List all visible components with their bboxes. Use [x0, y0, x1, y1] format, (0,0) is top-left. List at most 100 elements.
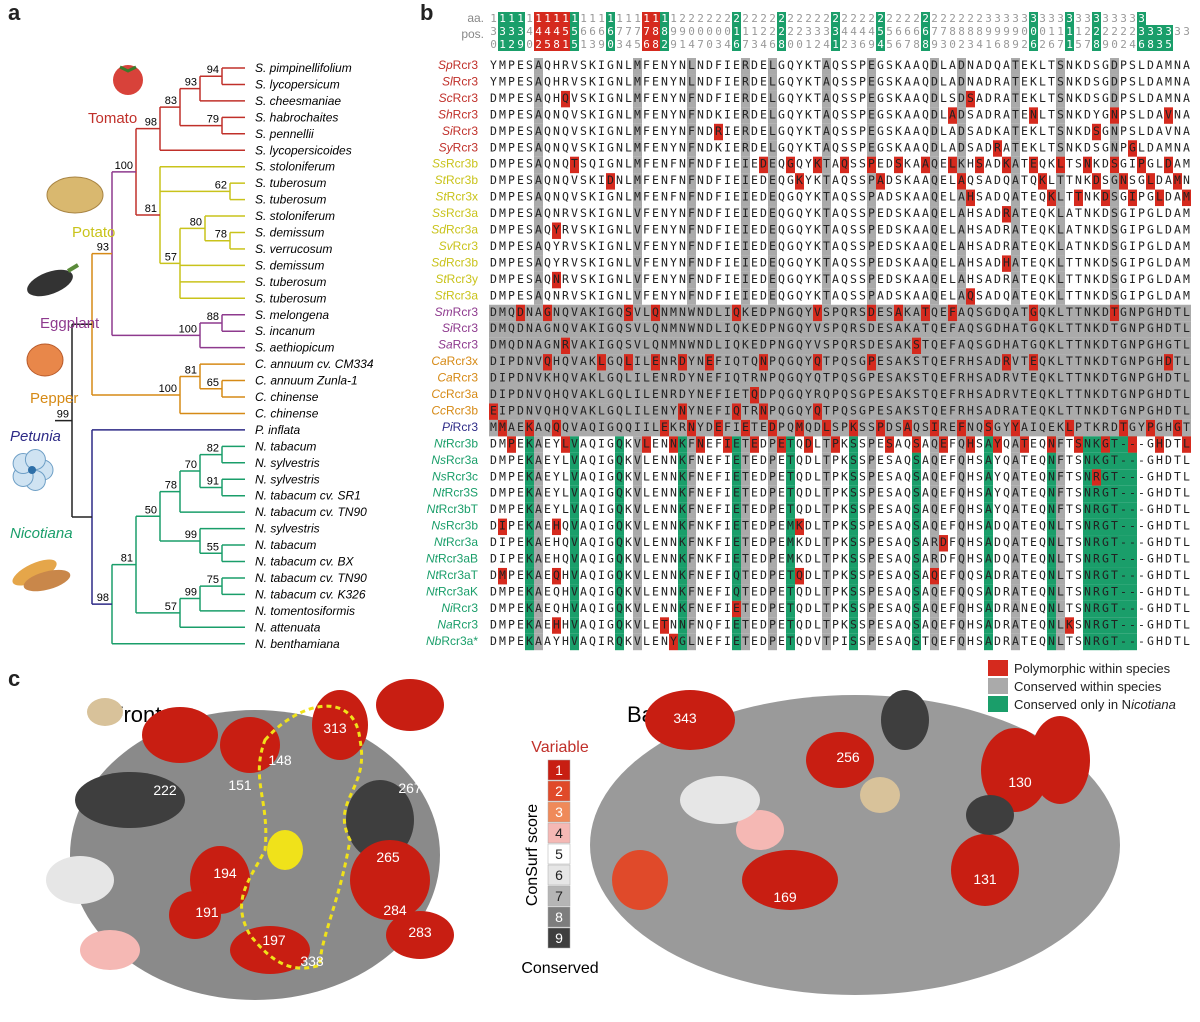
residue: F: [949, 453, 956, 467]
residue: D: [490, 601, 497, 615]
conserved-shading: [1011, 173, 1020, 190]
conserved-shading: [633, 502, 642, 519]
residue: K: [589, 206, 596, 220]
sequence-name: SpRcr3: [438, 58, 478, 72]
position-digit: 2: [688, 12, 695, 25]
residue: P: [868, 288, 875, 302]
residue: L: [643, 519, 650, 533]
residue: N: [1084, 338, 1091, 352]
residue: P: [508, 486, 515, 500]
residue: T: [1174, 453, 1181, 467]
position-digit: 3: [715, 38, 722, 51]
position-digit: 0: [526, 38, 533, 51]
residue: D: [1165, 190, 1172, 204]
polymorphic-shading: [759, 354, 768, 371]
residue: M: [499, 420, 506, 434]
conserved-shading: [741, 567, 750, 585]
residue: L: [1057, 321, 1064, 335]
residue: L: [940, 91, 947, 105]
residue: T: [1012, 74, 1019, 88]
residue: N: [670, 535, 677, 549]
residue: S: [1075, 519, 1082, 533]
position-digit: 2: [922, 12, 929, 25]
nicotiana-shading: [1119, 436, 1128, 453]
position-digit: 6: [1030, 38, 1037, 51]
residue: S: [859, 552, 866, 566]
residue: E: [877, 469, 884, 483]
residue: Q: [832, 124, 839, 138]
residue: N: [616, 107, 623, 121]
polymorphic-shading: [930, 567, 939, 585]
tobacco-leaf: [23, 569, 71, 592]
residue: A: [913, 124, 920, 138]
residue: E: [940, 190, 947, 204]
residue: D: [1102, 206, 1109, 220]
polymorphic-shading: [1065, 419, 1074, 437]
residue: K: [589, 190, 596, 204]
residue: S: [526, 91, 533, 105]
residue: G: [1147, 190, 1154, 204]
position-digit: 3: [1156, 38, 1163, 51]
conserved-shading: [741, 156, 750, 174]
residue: S: [1093, 58, 1100, 72]
residue: G: [679, 634, 686, 648]
residue: D: [1165, 387, 1172, 401]
conserved-shading: [633, 436, 642, 453]
nicotiana-shading: [570, 567, 579, 585]
surface-patch: [736, 810, 784, 850]
position-highlight: [921, 38, 930, 51]
residue: Q: [841, 321, 848, 335]
residue: Y: [805, 223, 812, 237]
nicotiana-shading: [1047, 535, 1056, 552]
residue: H: [1156, 552, 1163, 566]
surface-patch: [966, 795, 1014, 835]
tree-taxon-label: C. annuum cv. CM334: [255, 357, 374, 371]
residue: Q: [1039, 584, 1046, 598]
residue: A: [1012, 255, 1019, 269]
nicotiana-shading: [1047, 567, 1056, 585]
conserved-shading: [822, 74, 831, 91]
residue: D: [607, 173, 614, 187]
residue: A: [922, 223, 929, 237]
residue: F: [643, 173, 650, 187]
residue: S: [1129, 91, 1136, 105]
residue: G: [1120, 157, 1127, 171]
residue: A: [922, 206, 929, 220]
residue: H: [562, 568, 569, 582]
nicotiana-shading: [1119, 600, 1128, 618]
residue: N: [616, 223, 623, 237]
residue: S: [859, 321, 866, 335]
residue: V: [634, 519, 641, 533]
residue: G: [607, 124, 614, 138]
sequence-name: NtRcr3aK: [426, 584, 478, 598]
residue: K: [1057, 420, 1064, 434]
residue: A: [832, 173, 839, 187]
residue: L: [643, 617, 650, 631]
residue: D: [994, 173, 1001, 187]
residue: Q: [553, 568, 560, 582]
residue: E: [652, 58, 659, 72]
residue: D: [706, 107, 713, 121]
residue: D: [1102, 354, 1109, 368]
residue: S: [1075, 502, 1082, 516]
residue: I: [724, 288, 731, 302]
residue: Q: [1003, 190, 1010, 204]
residue: V: [571, 519, 578, 533]
position-digit: 4: [688, 38, 695, 51]
residue: T: [1111, 338, 1118, 352]
residue: A: [580, 535, 587, 549]
residue: S: [625, 305, 632, 319]
legend-swatch: [988, 696, 1008, 712]
sequence-name: NtRcr3aB: [426, 552, 478, 566]
residue: S: [850, 272, 857, 286]
residue: Q: [616, 584, 623, 598]
residue: E: [940, 206, 947, 220]
residue: D: [958, 140, 965, 154]
residue: D: [1102, 157, 1109, 171]
residue: I: [724, 157, 731, 171]
residue: N: [760, 354, 767, 368]
front-residue-label: 148: [268, 752, 292, 768]
residue: L: [814, 552, 821, 566]
residue: Y: [796, 124, 803, 138]
residue: N: [1084, 486, 1091, 500]
